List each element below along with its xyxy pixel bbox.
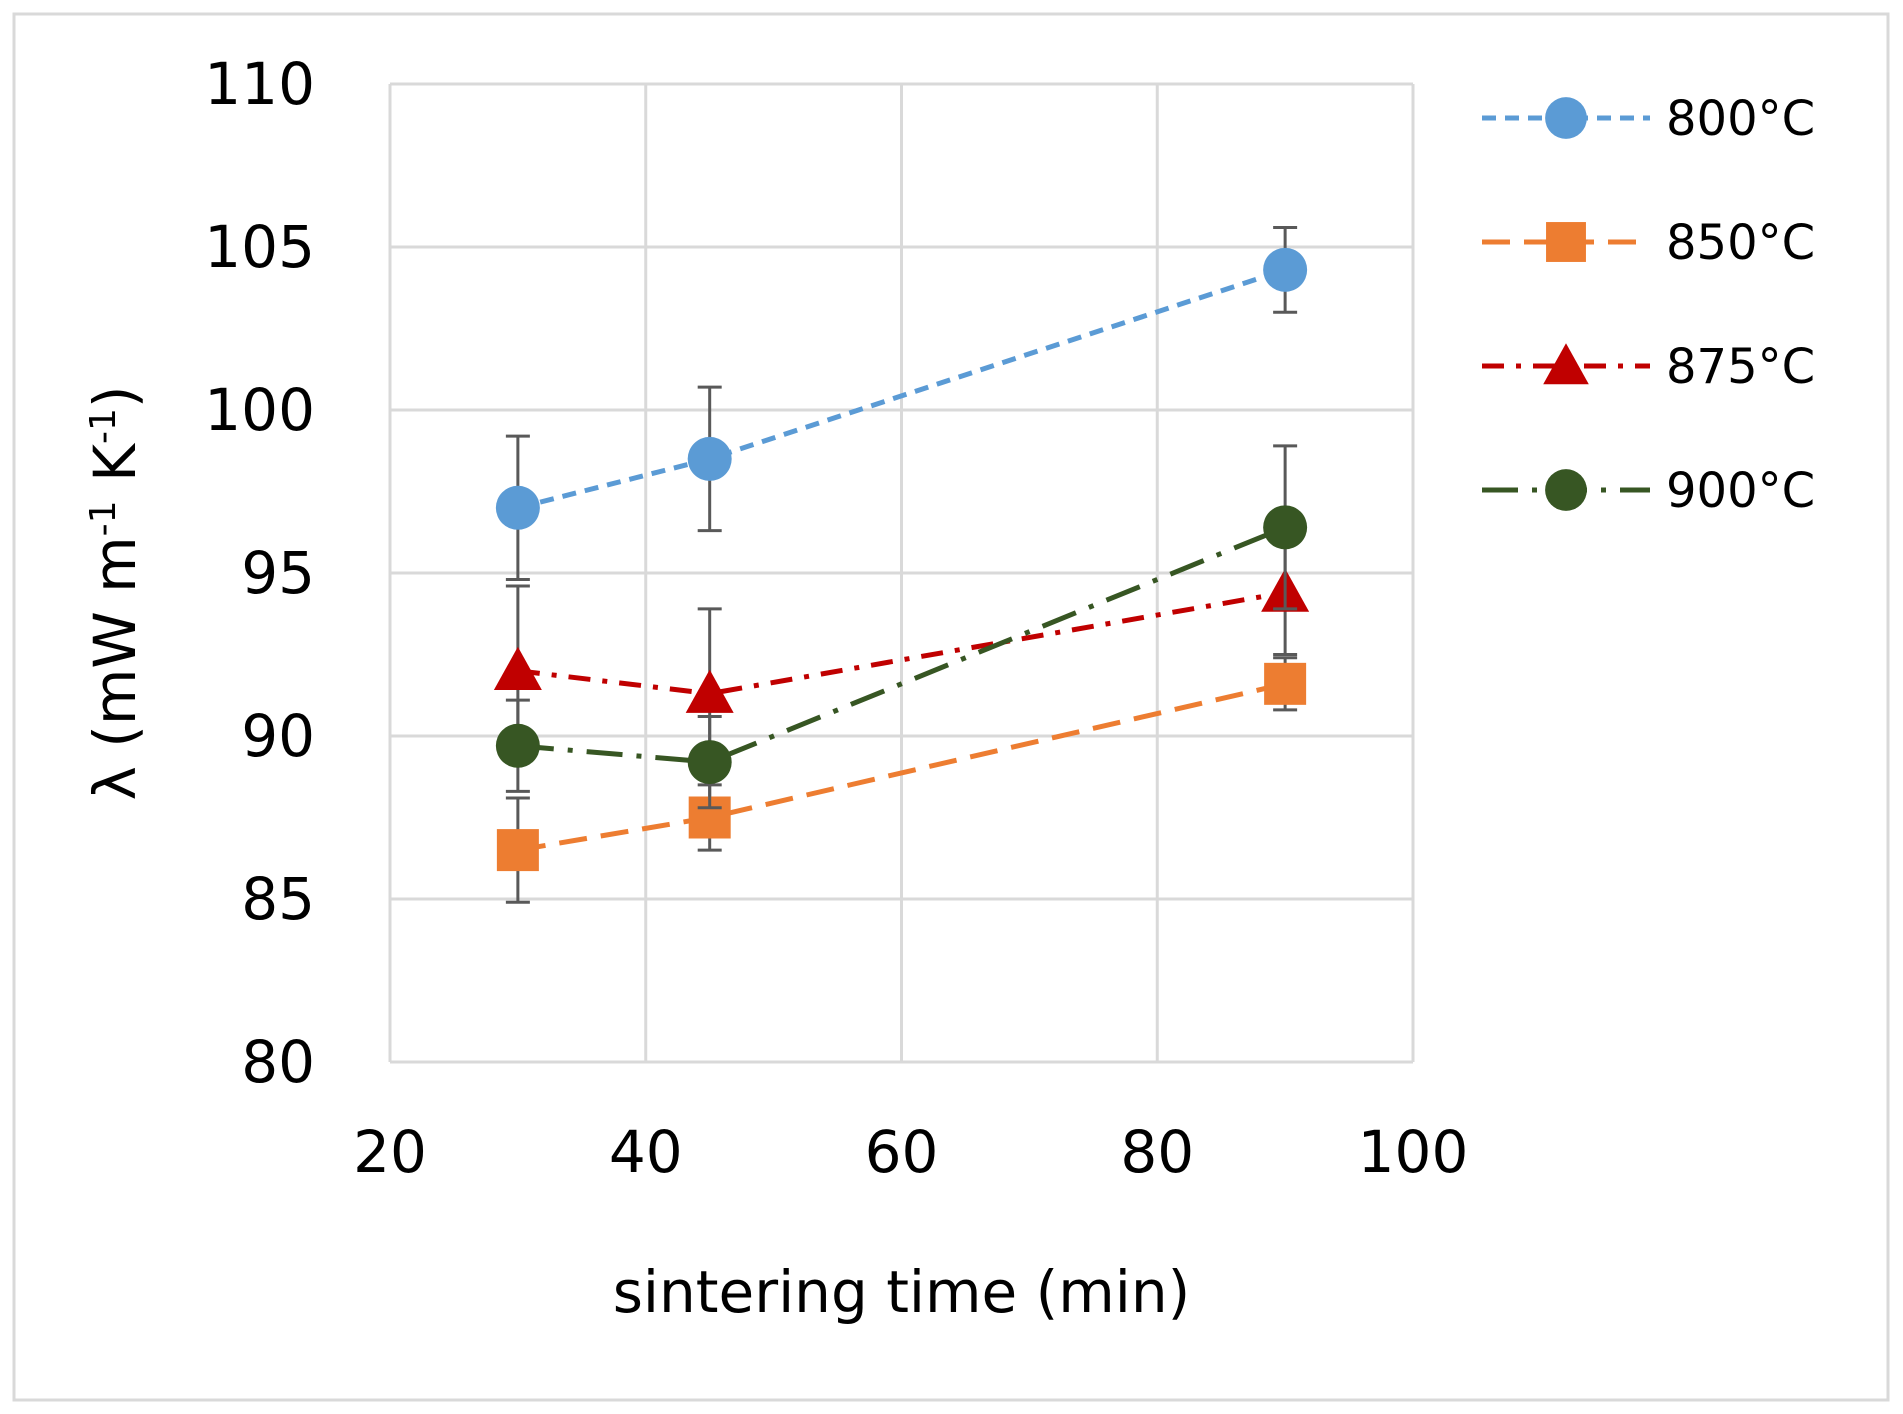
y-tick-label: 80	[241, 1028, 315, 1096]
data-point	[685, 669, 734, 713]
data-point	[493, 646, 542, 690]
data-point	[496, 829, 539, 872]
series-line	[517, 590, 1286, 697]
y-axis-title-prefix: λ (mW m	[81, 536, 149, 800]
legend-label: 800°C	[1666, 91, 1815, 147]
y-tick-label: 110	[204, 50, 315, 118]
y-axis-title-suffix: )	[81, 385, 149, 408]
legend-item-1: 850°C	[1482, 215, 1815, 271]
data-point	[495, 723, 540, 768]
legend-label: 875°C	[1666, 339, 1815, 395]
legend-marker	[1543, 343, 1589, 385]
grid	[388, 82, 1415, 1064]
y-axis-title: λ (mW m-1 K-1)	[81, 385, 149, 800]
data-point	[1263, 505, 1308, 550]
x-tick-label: 20	[353, 1118, 427, 1186]
y-axis-title-sup2: -1	[83, 408, 124, 444]
tick-labels: 80 85 90 95 100 105 110 20 40 60 80 100	[204, 50, 1468, 1186]
series-1	[496, 656, 1307, 904]
y-tick-label: 105	[204, 213, 315, 281]
legend-label: 900°C	[1666, 463, 1815, 519]
series-0	[495, 225, 1308, 582]
legend: 800°C 850°C 875°C 900°C	[1482, 91, 1815, 519]
legend-item-0: 800°C	[1482, 91, 1815, 147]
y-tick-label: 85	[241, 865, 315, 933]
legend-marker	[1546, 222, 1586, 262]
data-point	[1264, 662, 1307, 705]
y-tick-label: 90	[241, 702, 315, 770]
series-3	[495, 444, 1308, 810]
legend-marker	[1545, 97, 1587, 139]
y-tick-label: 95	[241, 539, 315, 607]
x-tick-label: 40	[609, 1118, 683, 1186]
legend-label: 850°C	[1666, 215, 1815, 271]
y-tick-label: 100	[204, 376, 315, 444]
series-layer	[493, 225, 1310, 904]
x-tick-label: 100	[1358, 1118, 1469, 1186]
legend-marker	[1545, 469, 1587, 511]
x-tick-label: 80	[1120, 1118, 1194, 1186]
data-point	[687, 740, 732, 785]
data-point	[495, 485, 540, 530]
y-axis-title-mid: K	[81, 442, 149, 500]
data-point	[687, 436, 732, 481]
x-axis-title: sintering time (min)	[613, 1258, 1191, 1326]
legend-item-3: 900°C	[1482, 463, 1815, 519]
data-point	[1263, 247, 1308, 292]
y-axis-title-sup1: -1	[83, 500, 124, 536]
x-tick-label: 60	[865, 1118, 939, 1186]
legend-item-2: 875°C	[1482, 339, 1815, 395]
